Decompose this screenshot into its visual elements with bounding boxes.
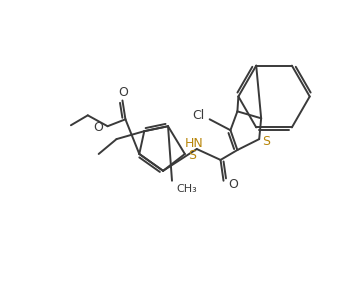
Text: S: S: [262, 135, 270, 148]
Text: HN: HN: [185, 137, 203, 149]
Text: O: O: [119, 86, 128, 99]
Text: O: O: [93, 121, 103, 134]
Text: S: S: [188, 149, 196, 162]
Text: CH₃: CH₃: [176, 184, 197, 194]
Text: O: O: [228, 178, 238, 191]
Text: Cl: Cl: [192, 109, 205, 122]
